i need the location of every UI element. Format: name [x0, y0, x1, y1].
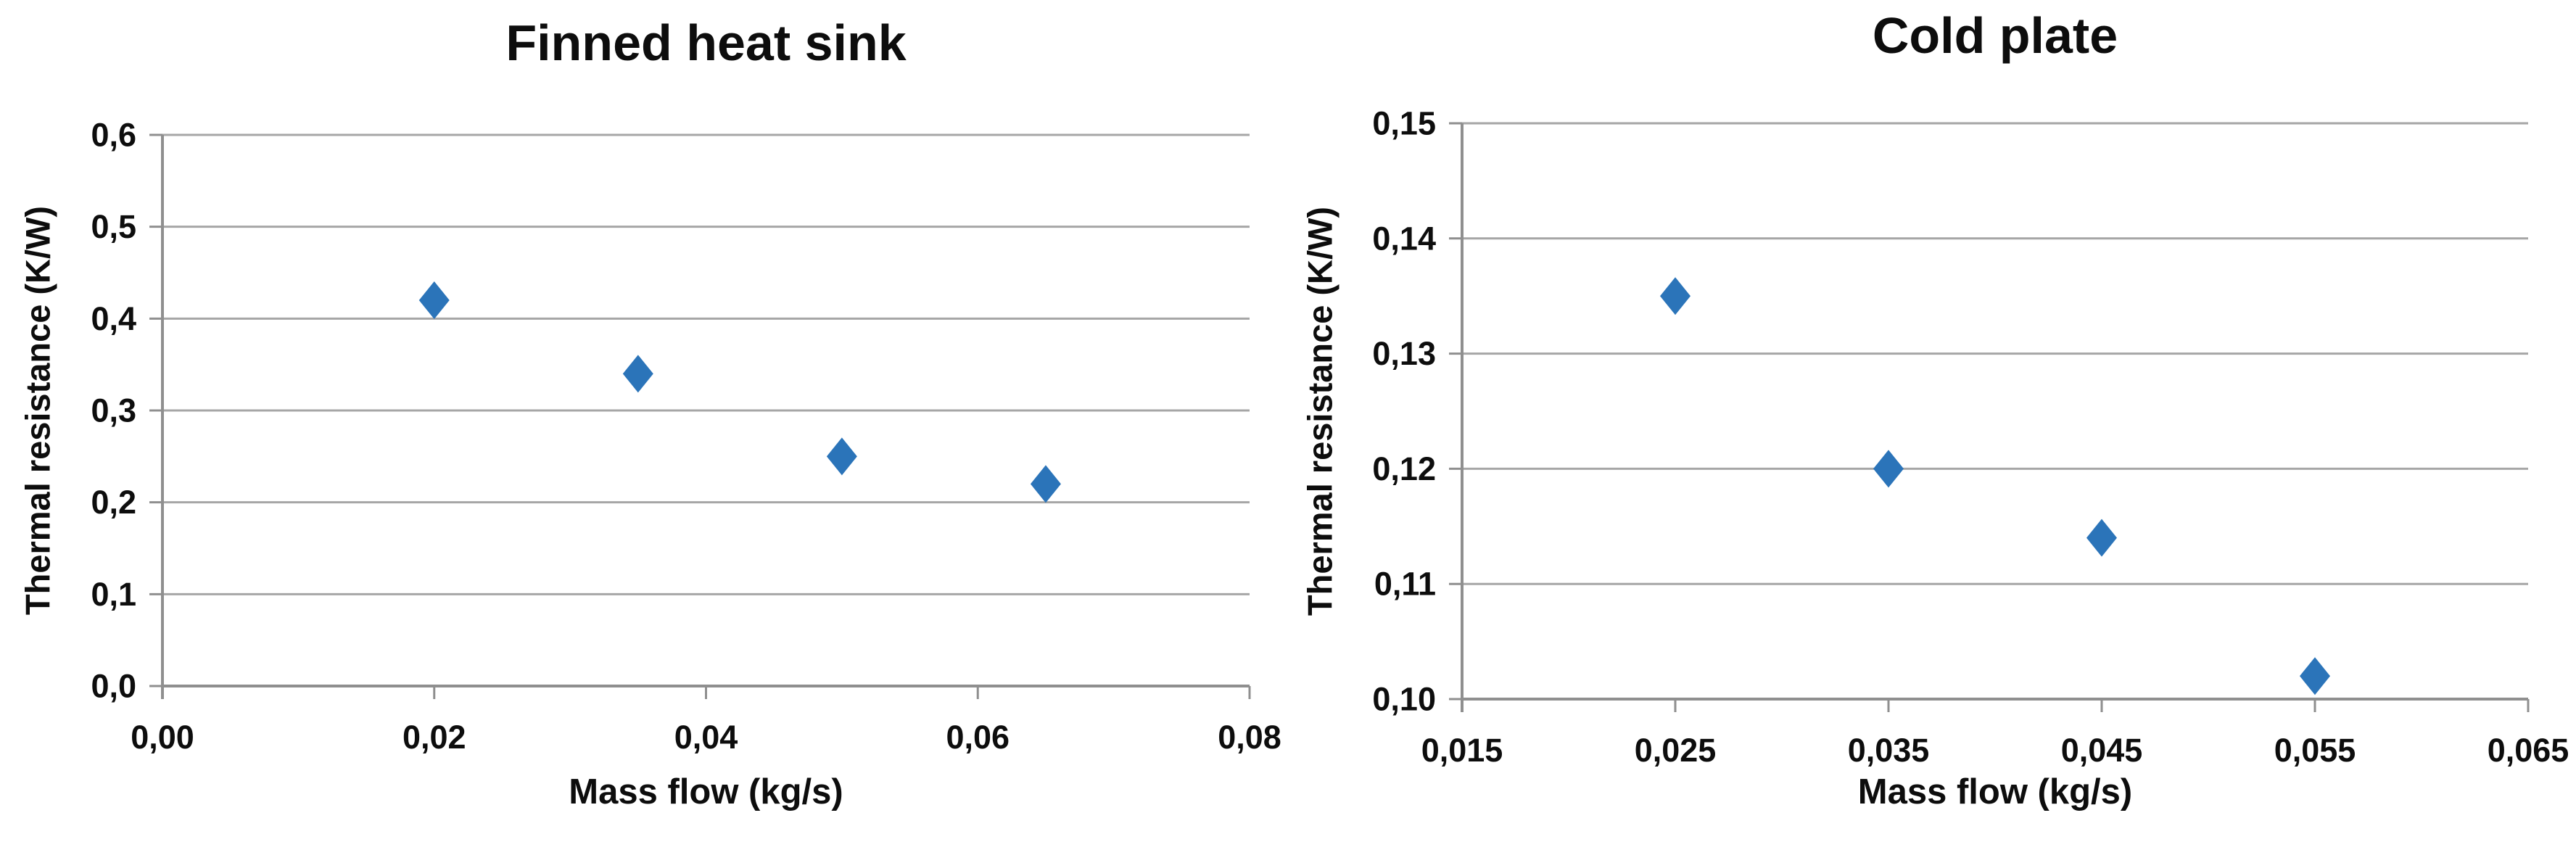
x-tick-label: 0,045	[2061, 732, 2143, 769]
x-tick-label: 0,065	[2488, 732, 2569, 769]
y-tick-label: 0,11	[1374, 566, 1436, 603]
y-tick-label: 0,0	[91, 668, 136, 705]
scatter-plot: 0,15 0,14 0,13 0,12 0,11 0,10 0,015 0,025 0,035 0…	[1372, 105, 2569, 769]
x-tick-label: 0,06	[946, 719, 1010, 756]
y-tick-label: 0,13	[1372, 335, 1436, 372]
data-point-marker	[1873, 450, 1904, 488]
x-tick-label: 0,04	[674, 719, 738, 756]
y-tick-label: 0,10	[1372, 681, 1436, 718]
y-tick-label: 0,15	[1372, 105, 1436, 142]
y-tick-label: 0,5	[91, 208, 136, 245]
x-tick-label: 0,02	[402, 719, 466, 756]
scatter-plot: 0,6 0,5 0,4 0,3 0,2 0,1 0,0 0,00 0,02 0,04 0,06 0,0…	[91, 117, 1281, 756]
data-point-marker	[622, 355, 653, 393]
x-tick-label: 0,035	[1848, 732, 1930, 769]
x-tick-label: 0,015	[1421, 732, 1503, 769]
y-tick-label: 0,6	[91, 117, 136, 154]
y-tick-label: 0,14	[1372, 220, 1436, 257]
data-point-marker	[2300, 657, 2330, 695]
data-point-marker	[1030, 465, 1061, 503]
y-tick-label: 0,1	[91, 576, 136, 613]
data-point-marker	[2086, 519, 2117, 557]
y-tick-label: 0,4	[91, 300, 136, 337]
x-axis-title: Mass flow (kg/s)	[1857, 772, 2133, 811]
chart-title: Finned heat sink	[505, 15, 907, 71]
data-point-marker	[826, 437, 857, 476]
x-axis-title: Mass flow (kg/s)	[569, 772, 843, 811]
y-tick-label: 0,2	[91, 484, 136, 521]
x-tick-label: 0,00	[131, 719, 194, 756]
x-tick-label: 0,055	[2274, 732, 2356, 769]
chart-cold-plate: Cold plate Thermal resistance (K/W) 0,15…	[1288, 0, 2576, 855]
y-tick-label: 0,12	[1372, 450, 1436, 487]
chart-finned-heat-sink: Finned heat sink Thermal resistance (K/W…	[19, 15, 1281, 811]
x-tick-label: 0,08	[1218, 719, 1281, 756]
chart-title: Cold plate	[1872, 7, 2118, 64]
data-point-marker	[1660, 277, 1690, 315]
data-point-marker	[418, 281, 450, 319]
y-tick-label: 0,3	[91, 392, 136, 429]
x-tick-label: 0,025	[1635, 732, 1717, 769]
